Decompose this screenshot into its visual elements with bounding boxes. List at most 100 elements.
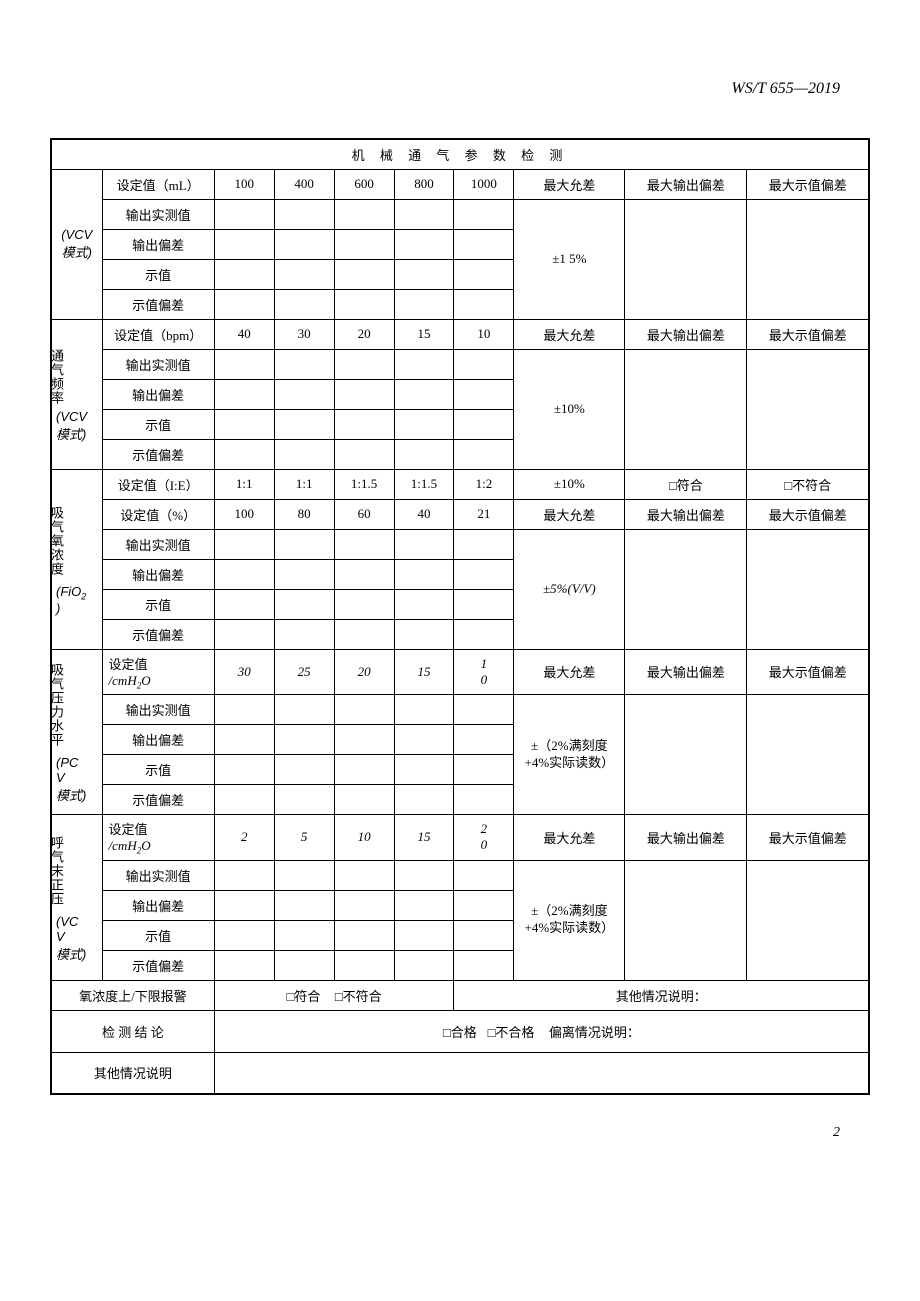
cell[interactable] [274,725,334,755]
cell[interactable] [334,619,394,649]
cell[interactable] [394,725,454,755]
cell[interactable] [214,409,274,439]
cell[interactable] [625,695,747,815]
cell[interactable] [214,559,274,589]
cell[interactable] [214,199,274,229]
cell[interactable] [334,725,394,755]
cell[interactable] [274,890,334,920]
cell[interactable] [454,379,514,409]
cell[interactable] [394,349,454,379]
cell[interactable] [274,785,334,815]
cell[interactable] [454,349,514,379]
cell[interactable] [747,860,869,980]
cell[interactable] [274,589,334,619]
cell[interactable] [274,229,334,259]
cell[interactable] [454,589,514,619]
cell[interactable] [214,860,274,890]
cell[interactable] [454,619,514,649]
cell[interactable] [394,259,454,289]
cell[interactable] [454,289,514,319]
cell[interactable] [394,785,454,815]
cell[interactable] [214,349,274,379]
cell[interactable] [334,559,394,589]
cell[interactable] [394,379,454,409]
cell[interactable] [274,199,334,229]
cell[interactable] [394,695,454,725]
cell[interactable] [274,529,334,559]
cell[interactable] [454,785,514,815]
cell[interactable] [747,695,869,815]
cell[interactable] [334,259,394,289]
cell[interactable] [334,785,394,815]
cell[interactable] [274,439,334,469]
cell[interactable] [394,289,454,319]
cell[interactable] [454,409,514,439]
cell[interactable] [394,409,454,439]
cell[interactable] [274,619,334,649]
cell[interactable] [274,289,334,319]
cell[interactable] [394,559,454,589]
cell[interactable] [214,785,274,815]
cell[interactable] [214,259,274,289]
cell[interactable] [394,920,454,950]
cell[interactable] [214,950,274,980]
cell[interactable] [274,379,334,409]
cell[interactable] [394,439,454,469]
cell[interactable] [454,890,514,920]
cell[interactable] [394,860,454,890]
cell[interactable] [454,695,514,725]
cell[interactable] [214,755,274,785]
cell[interactable] [274,950,334,980]
cell[interactable] [625,199,747,319]
cell[interactable] [274,409,334,439]
cell[interactable] [334,529,394,559]
cell[interactable] [214,695,274,725]
cell[interactable] [334,860,394,890]
cell[interactable] [214,725,274,755]
cell[interactable] [454,559,514,589]
cell[interactable] [334,379,394,409]
cell[interactable] [394,619,454,649]
cell[interactable] [394,589,454,619]
cell[interactable] [214,619,274,649]
cell[interactable] [454,860,514,890]
cell[interactable] [334,589,394,619]
cell[interactable] [454,920,514,950]
cell[interactable] [454,529,514,559]
cell[interactable] [625,349,747,469]
o2-alarm-pass[interactable]: □符合 □不符合 [214,980,454,1010]
cell[interactable] [334,289,394,319]
cell[interactable] [394,529,454,559]
cell[interactable] [625,529,747,649]
cell[interactable] [454,229,514,259]
cell[interactable] [334,755,394,785]
cell[interactable] [274,920,334,950]
cell[interactable] [334,349,394,379]
cell[interactable] [334,950,394,980]
other-note[interactable]: 其他情况说明： [454,980,869,1010]
cell[interactable] [394,229,454,259]
other-explain-field[interactable] [214,1052,869,1094]
cell[interactable] [274,559,334,589]
fail-checkbox[interactable]: □不符合 [747,469,869,499]
cell[interactable] [274,860,334,890]
cell[interactable] [274,259,334,289]
cell[interactable] [747,199,869,319]
cell[interactable] [454,259,514,289]
cell[interactable] [334,439,394,469]
cell[interactable] [454,950,514,980]
conclusion[interactable]: □合格 □不合格 偏离情况说明： [214,1010,869,1052]
cell[interactable] [214,589,274,619]
cell[interactable] [274,349,334,379]
cell[interactable] [214,920,274,950]
cell[interactable] [334,199,394,229]
cell[interactable] [334,695,394,725]
cell[interactable] [214,229,274,259]
cell[interactable] [454,199,514,229]
cell[interactable] [214,439,274,469]
cell[interactable] [394,199,454,229]
pass-checkbox[interactable]: □符合 [625,469,747,499]
cell[interactable] [334,229,394,259]
cell[interactable] [214,890,274,920]
cell[interactable] [214,289,274,319]
